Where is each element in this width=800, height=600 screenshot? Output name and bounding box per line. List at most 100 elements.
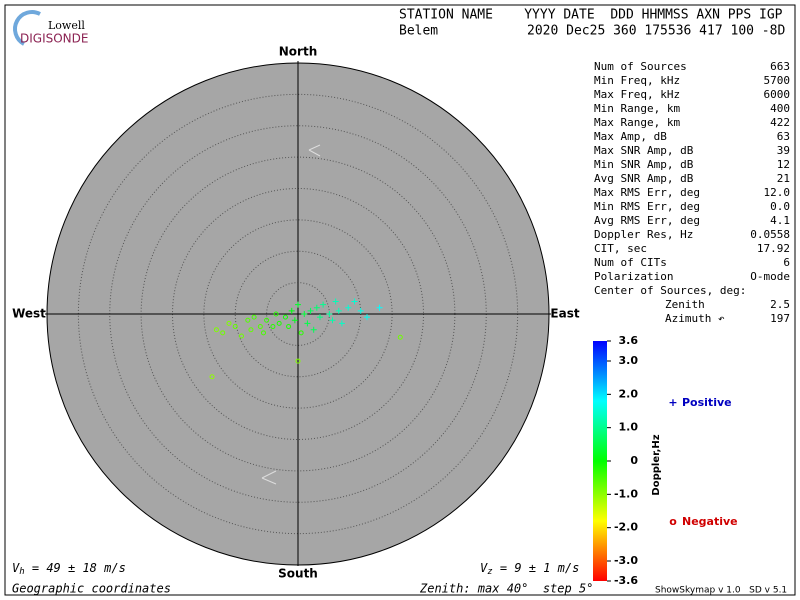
source-negative [251,314,257,320]
legend-label: Positive [682,396,732,409]
center-title: Center of Sources, deg: [594,284,746,297]
center-value: 197 [770,312,790,325]
source-negative [282,314,288,320]
colorbar-tick-label: -3.0 [614,554,638,567]
center-label: Zenith [665,298,705,311]
colorbar-tick-label: 2.0 [619,387,639,400]
source-positive [332,298,339,305]
arrow [308,149,321,157]
stat-value: 0.0 [770,200,790,213]
source-negative [213,327,219,333]
source-negative [220,330,226,336]
header-station: Belem [399,24,438,39]
source-positive [345,304,352,311]
source-negative [273,311,279,317]
stat-label: Doppler Res, Hz [594,228,693,241]
stat-label: Max Range, km [594,116,680,129]
stat-label: Max RMS Err, deg [594,186,700,199]
stat-label: Num of CITs [594,256,667,269]
stat-value: 39 [777,144,790,157]
stat-value: 5700 [764,74,791,87]
header-values: 2020 Dec25 360 175536 417 100 -8D [527,24,785,39]
source-positive [364,314,371,321]
source-negative [245,317,251,323]
source-positive [329,317,336,324]
source-negative [298,330,304,336]
source-negative [257,324,263,330]
source-positive [326,311,333,317]
stat-value: 6 [783,256,790,269]
colorbar-tick-label: 3.0 [619,354,639,367]
source-negative [295,358,301,364]
zenith-note: Zenith: max 40° step 5° [419,582,593,596]
stat-label: Avg RMS Err, deg [594,214,700,227]
stat-value: 0.0558 [750,228,790,241]
stat-label: Polarization [594,270,673,283]
stat-value: O-mode [750,270,790,283]
source-positive [295,301,301,308]
stat-value: 63 [777,130,790,143]
source-positive [307,307,314,314]
colorbar-tick-label: 1.0 [619,421,639,434]
source-negative [248,327,254,333]
source-positive [288,307,295,314]
legend-marker: o [669,515,677,528]
logo-arc [13,10,41,46]
colorbar-tick-label: -2.0 [614,521,638,534]
stat-value: 400 [770,102,790,115]
stat-value: 422 [770,116,790,129]
colorbar-title: Doppler,Hz [651,434,662,495]
frame [4,4,796,596]
source-positive [304,320,311,327]
vh: Vh = 49 ± 18 m/s [12,561,126,577]
dir-north: North [279,45,317,59]
center-label: Azimuth ↶ [665,312,725,325]
colorbar-tick-label: 3.6 [619,334,639,347]
stat-label: Min Range, km [594,102,680,115]
source-negative [226,320,232,326]
source-negative [264,317,270,323]
source-negative [397,334,403,340]
stat-value: 6000 [764,88,791,101]
source-positive [351,298,358,305]
colorbar-tick-label: -3.6 [614,574,638,587]
arrow [261,470,277,479]
version: ShowSkymap v 1.0 SD v 5.1 [655,586,787,596]
source-negative [276,320,282,326]
arrow [261,477,277,485]
coords: Geographic coordinates [12,582,171,596]
source-positive [301,311,308,317]
source-negative [232,324,238,330]
colorbar-tick-label: -1.0 [614,487,638,500]
stat-label: Min RMS Err, deg [594,200,700,213]
source-positive [313,304,320,311]
stat-value: 12 [777,158,790,171]
vz: Vz = 9 ± 1 m/s [480,561,579,577]
source-positive [376,304,383,311]
stat-value: 4.1 [770,214,790,227]
stat-value: 12.0 [764,186,791,199]
legend-marker: + [668,396,677,409]
source-positive [316,314,323,321]
source-negative [270,324,276,330]
source-positive [310,326,317,333]
source-positive [335,307,342,314]
dir-west: West [12,307,46,321]
stat-value: 21 [777,172,790,185]
source-positive [338,320,345,327]
stat-label: Max SNR Amp, dB [594,144,694,157]
stat-label: Avg SNR Amp, dB [594,172,694,185]
stat-label: Max Freq, kHz [594,88,680,101]
stat-label: Num of Sources [594,60,687,73]
source-negative [260,330,266,336]
logo-bottom: DIGISONDE [20,32,88,46]
source-negative [209,374,215,380]
stat-label: Min SNR Amp, dB [594,158,694,171]
stat-label: CIT, sec [594,242,647,255]
stat-value: 17.92 [757,242,790,255]
dir-south: South [278,567,318,581]
plot [45,61,551,566]
logo-top: Lowell [48,19,85,32]
